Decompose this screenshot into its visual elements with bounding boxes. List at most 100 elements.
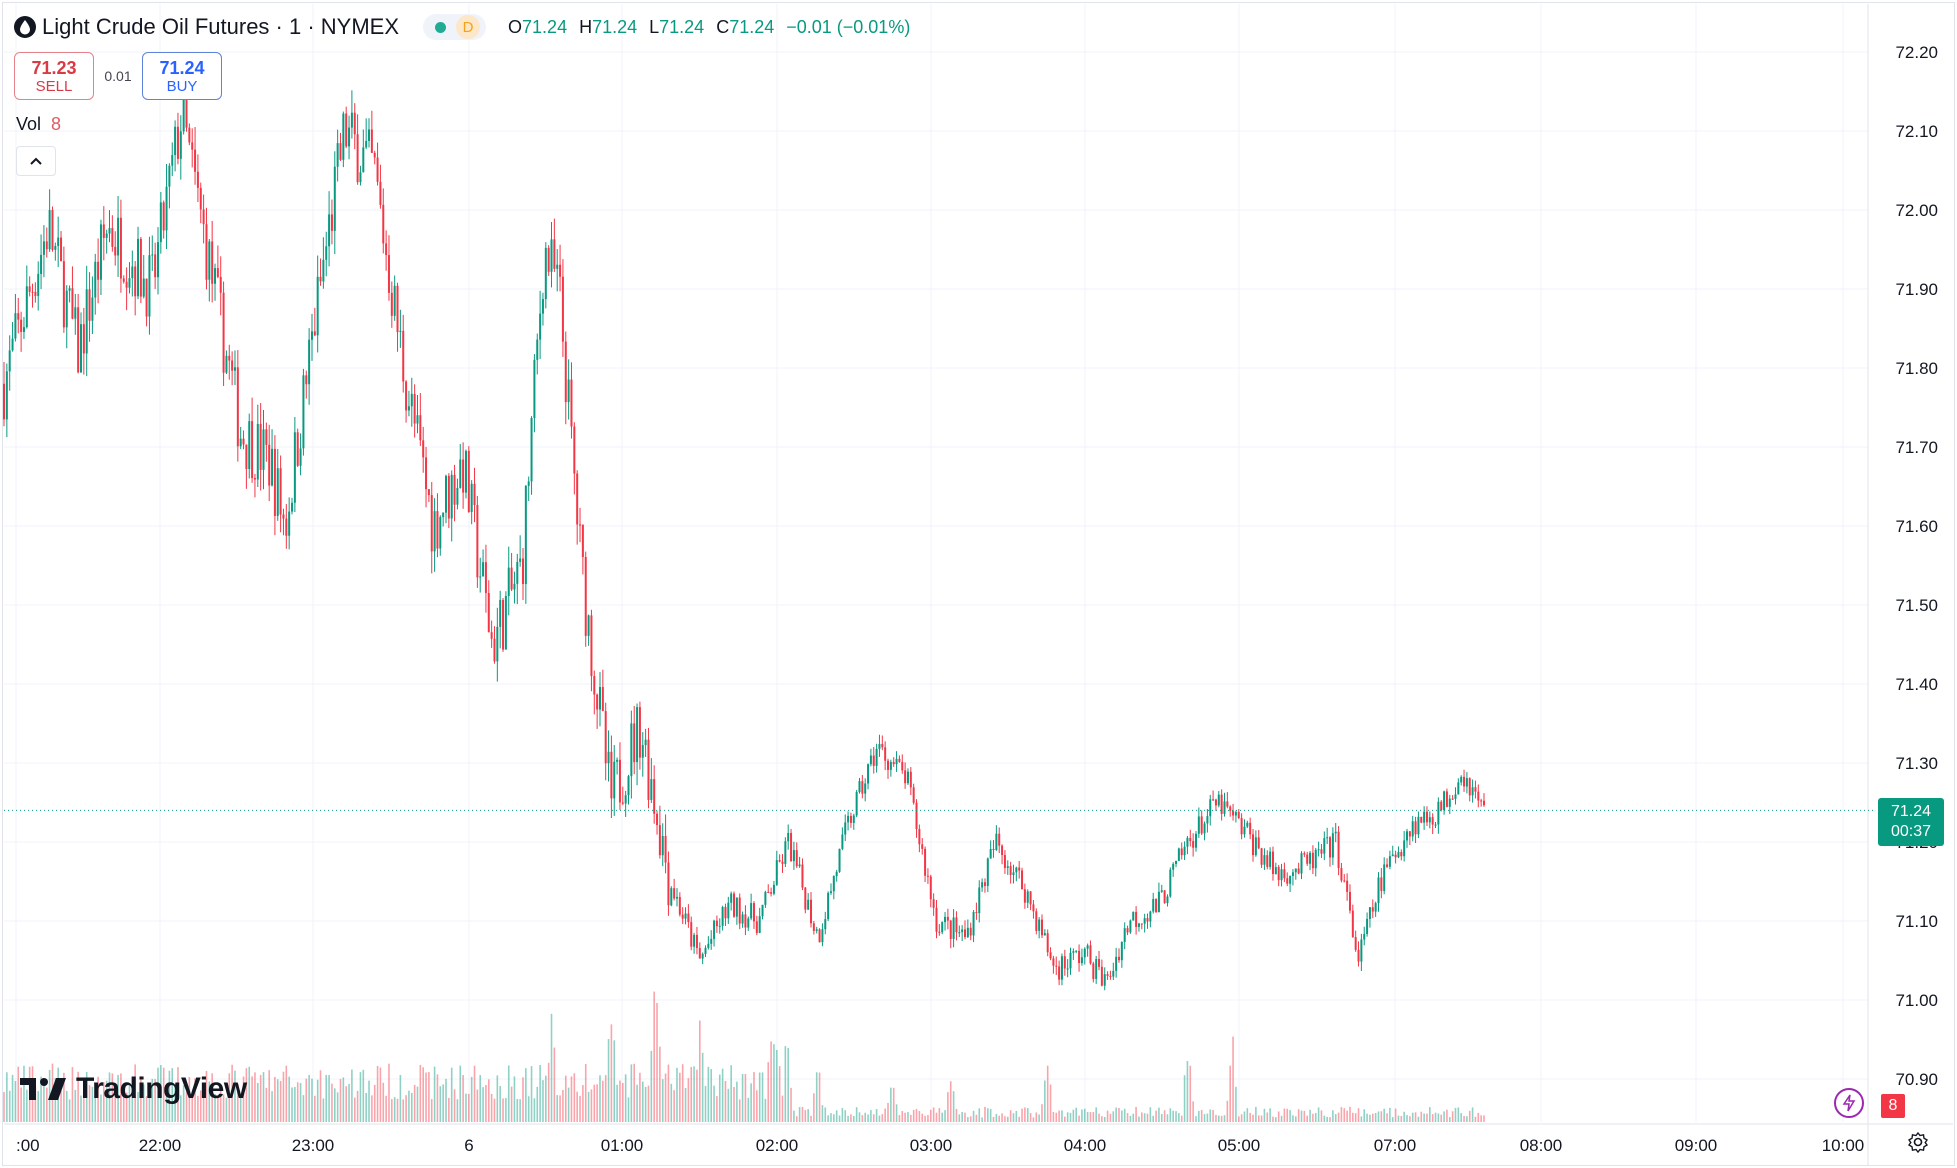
candle-body [581,524,584,557]
volume-bar [1052,1111,1055,1122]
volume-bar [1377,1111,1380,1122]
volume-bar [1126,1113,1129,1122]
volume-bar [1232,1036,1234,1122]
chart-header: Light Crude Oil Futures · 1 · NYMEX D O7… [14,12,910,42]
volume-bar [707,1066,710,1122]
market-status-pill[interactable]: D [423,14,487,40]
volume-bar [191,1094,194,1122]
x-tick-label: 10:00 [1822,1136,1865,1155]
volume-bar [1083,1108,1086,1122]
candle-body [1015,867,1018,873]
candle-body [268,444,271,486]
x-tick-label: 08:00 [1520,1136,1563,1155]
candle-body [40,254,43,274]
candle-body [644,739,647,746]
open-label: O [508,16,523,37]
volume-bar [1451,1111,1454,1122]
candle-body [1320,849,1323,854]
volume-bar [1206,1113,1209,1122]
candle-body [701,953,704,959]
volume-bar [1443,1111,1445,1122]
volume-bar [1078,1115,1080,1122]
candle-body [85,289,88,354]
volume-bar [442,1084,444,1122]
low-label: L [649,16,660,37]
volume-bar [992,1116,995,1122]
volume-bar [878,1115,881,1122]
candle-body [1043,933,1046,936]
candle-body [1289,875,1292,884]
volume-bar [1098,1113,1100,1122]
volume-bar [1012,1113,1015,1122]
volume-bar [790,1087,792,1122]
candle-body [1343,880,1346,882]
candle-body [1026,891,1029,903]
volume-bar [1294,1116,1297,1122]
volume-value: 8 [51,114,62,134]
settings-button[interactable] [1904,1128,1932,1156]
candle-body [704,947,707,954]
volume-bar [744,1073,747,1122]
volume-bar [1155,1110,1157,1122]
volume-bar [892,1087,895,1122]
candle-body [385,243,388,256]
volume-bar [955,1108,958,1122]
candle-body [1334,831,1337,834]
volume-bar [1369,1114,1371,1122]
volume-bar [174,1083,176,1122]
candle-body [342,113,345,160]
collapse-legend-button[interactable] [16,146,56,176]
volume-bar [1004,1116,1006,1122]
y-tick-label: 71.40 [1895,675,1938,694]
candle-body [1471,787,1474,796]
volume-bar [664,1073,667,1122]
volume-bar [336,1092,339,1122]
volume-bar [1314,1112,1317,1122]
volume-bar [359,1072,362,1122]
candle-body [744,914,747,928]
candle-body [1098,959,1101,967]
sell-button[interactable]: 71.23 SELL [14,52,94,100]
volume-bar [1172,1110,1174,1122]
volume-bar [650,1051,653,1122]
volume-bar [1260,1115,1263,1122]
volume-bar [696,1069,698,1122]
candle-body [5,371,8,420]
candle-body [11,338,14,351]
volume-bar [1235,1086,1237,1122]
candle-body [1177,848,1180,861]
candle-body [1403,840,1406,857]
tradingview-logo[interactable]: TradingView [20,1072,247,1106]
volume-bar [676,1067,678,1122]
volume-bar [1309,1109,1311,1122]
buy-button[interactable]: 71.24 BUY [142,52,222,100]
candle-body [895,758,898,765]
y-tick-label: 71.50 [1895,596,1938,615]
volume-bar [533,1098,536,1122]
candle-body [1425,811,1428,823]
candle-body [792,850,795,862]
candle-body [966,927,969,938]
volume-legend[interactable]: Vol 8 [16,114,61,135]
candle-body [271,448,274,486]
candle-body [684,913,687,919]
candle-body [932,899,935,908]
candle-body [462,459,465,493]
candle-body [713,920,716,939]
candle-body [97,261,100,280]
volume-bar [1414,1112,1417,1122]
lightning-button[interactable] [1834,1088,1864,1118]
volume-bar [1394,1108,1397,1122]
close-label: C [716,16,730,37]
x-tick-label: 07:00 [1374,1136,1417,1155]
symbol-title[interactable]: Light Crude Oil Futures · 1 · NYMEX [42,14,400,39]
volume-bar [151,1078,154,1122]
volume-bar [1044,1080,1046,1122]
candle-body [584,556,587,636]
volume-bar [701,1052,704,1122]
volume-bar [1440,1114,1443,1122]
candle-body [228,355,231,361]
candle-body [151,254,154,256]
candle-body [370,129,373,153]
